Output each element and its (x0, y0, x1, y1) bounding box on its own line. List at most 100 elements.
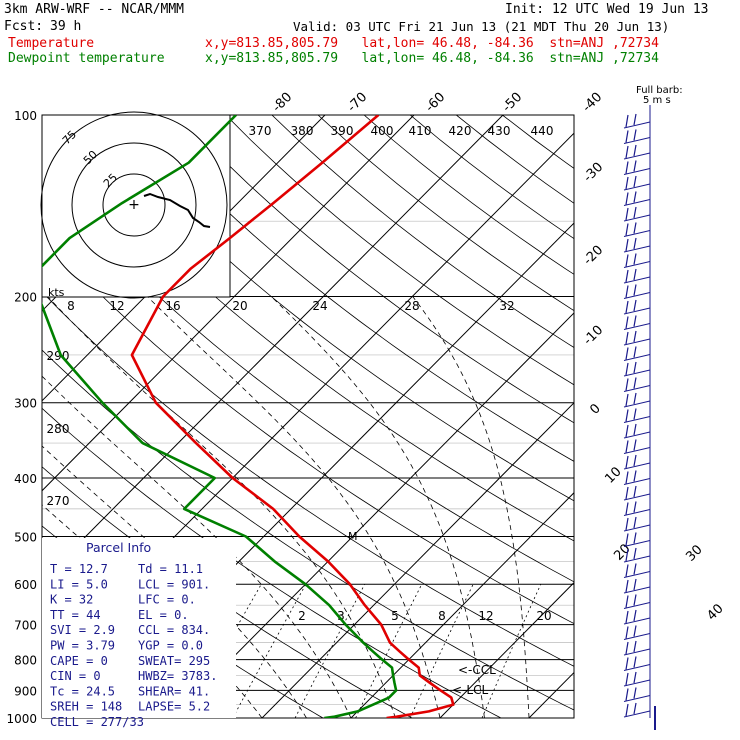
parcel-row-left: Tc = 24.5 (50, 684, 115, 698)
wind-barb (623, 540, 651, 547)
wind-barb (623, 292, 651, 299)
wind-barb-flag (625, 579, 629, 593)
wind-barb (623, 152, 651, 160)
wind-barb-flag (633, 671, 637, 684)
wind-barb-flag (633, 268, 637, 281)
wind-barb-flag (625, 331, 629, 345)
mixing-ratio-label: 20 (536, 609, 551, 623)
theta-label: 430 (488, 124, 511, 138)
theta-label: 390 (331, 124, 354, 138)
theta-label: 400 (371, 124, 394, 138)
theta-label: 270 (47, 494, 70, 508)
parcel-row-left: CIN = 0 (50, 669, 101, 683)
wind-barb-flag (625, 238, 629, 252)
wind-barb-flag (625, 626, 629, 639)
theta-label: 280 (47, 422, 70, 436)
mixing-ratio-label: 20 (232, 299, 247, 313)
parcel-box (42, 538, 236, 718)
hodograph-units: kts (48, 286, 65, 299)
wind-barb-flag (633, 702, 637, 715)
pressure-tick-label: 600 (14, 578, 37, 592)
wind-barb (623, 462, 651, 470)
wind-barb-flag (633, 408, 637, 420)
mixing-ratio-label: 5 (391, 609, 399, 623)
wind-barb-flag (633, 625, 637, 637)
temperature-location: x,y=813.85,805.79 lat,lon= 46.48, -84.36… (205, 36, 659, 51)
wind-barb-flag (625, 114, 629, 128)
wind-barb-flag (625, 192, 629, 205)
parcel-row-right: HWBZ= 3783. (138, 669, 217, 683)
wind-barb (623, 524, 651, 532)
hodograph-ring (102, 173, 166, 237)
wind-barb-flag (633, 377, 637, 389)
parcel-row-right: SWEAT= 295 (138, 654, 210, 668)
wind-barb (623, 354, 651, 361)
dewpoint-legend: Dewpoint temperature (8, 51, 165, 66)
wind-barb-flag (633, 299, 637, 312)
wind-barb-flag (625, 595, 629, 608)
mixing-ratio-line (355, 584, 423, 718)
wind-barb-flag (633, 284, 637, 296)
wind-barb (623, 323, 651, 330)
hodograph-ring (40, 111, 228, 299)
isotherm-line (42, 115, 326, 402)
parcel-row-left: K = 32 (50, 593, 93, 607)
wind-barb-flag (625, 657, 629, 670)
wind-barb-flag (625, 161, 629, 174)
wind-barb (623, 183, 651, 191)
wind-barb (623, 431, 651, 439)
mixing-ratio-line (481, 584, 542, 718)
wind-barb-flag (625, 502, 629, 515)
wind-barb (623, 338, 651, 346)
wind-barb (623, 571, 651, 578)
dry-adiabat (225, 115, 574, 386)
moist-adiabat (412, 296, 530, 718)
wind-barb-flag (633, 516, 637, 529)
isotherm-line (172, 312, 574, 718)
wind-barb-flag (633, 361, 637, 374)
wind-barb (623, 493, 651, 501)
dry-adiabat (42, 291, 574, 667)
valid-time: Valid: 03 UTC Fri 21 Jun 13 (21 MDT Thu … (293, 19, 670, 34)
wind-barb-flag (633, 160, 637, 172)
parcel-row-left: T = 12.7 (50, 562, 108, 576)
wind-barb-flag (625, 455, 629, 469)
parcel-row-left: SVI = 2.9 (50, 623, 115, 637)
wind-barb-flag (625, 254, 629, 267)
wind-barb-flag (625, 130, 629, 143)
m-marker: M (348, 530, 358, 543)
wind-barb-flag (633, 113, 637, 126)
wind-barb-flag (625, 424, 629, 438)
wind-barb (623, 710, 651, 718)
wind-barb (623, 695, 651, 702)
wind-barb-flag (625, 672, 629, 686)
wind-barb-flag (625, 207, 629, 221)
pressure-tick-label: 400 (14, 472, 37, 486)
wind-barb (623, 679, 651, 687)
init-time: Init: 12 UTC Wed 19 Jun 13 (505, 2, 709, 17)
wind-barb-flag (633, 656, 637, 668)
mixing-ratio-label: 8 (438, 609, 446, 623)
wind-barb (623, 121, 651, 129)
wind-barb-flag (633, 330, 637, 343)
hodograph-trace (143, 192, 211, 228)
pressure-tick-label: 500 (14, 530, 37, 544)
wind-barb-flag (633, 640, 637, 653)
wind-barb-flag (625, 223, 629, 236)
wind-barb-flag (633, 222, 637, 234)
wind-barb-flag (633, 532, 637, 544)
wind-barb (623, 555, 651, 563)
parcel-title: Parcel Info (86, 540, 151, 555)
wind-barb (623, 385, 651, 392)
wind-barb (623, 214, 651, 222)
mixing-ratio-label: 8 (67, 299, 75, 313)
wind-barb-flag (633, 392, 637, 405)
parcel-row-left: CAPE = 0 (50, 654, 108, 668)
header: 3km ARW-WRF -- NCAR/MMM Init: 12 UTC Wed… (0, 0, 740, 70)
wind-barb (623, 416, 651, 423)
wind-barb-flag (633, 485, 637, 498)
right-mask (574, 115, 740, 718)
parcel-row-right: CCL = 834. (138, 623, 210, 637)
wind-barb-flag (633, 501, 637, 513)
